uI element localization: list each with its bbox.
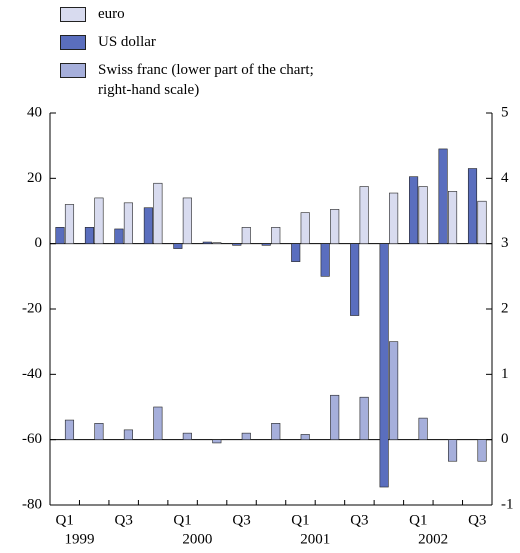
- y-tick-label: 40: [27, 104, 42, 120]
- bar: [467, 168, 478, 244]
- year-label: 2000: [182, 531, 212, 547]
- bar: [477, 200, 487, 244]
- legend-entry: euro: [60, 4, 348, 24]
- bar: [350, 243, 360, 316]
- bar: [153, 406, 163, 440]
- legend-entry: Swiss franc (lower part of the chart; ri…: [60, 60, 348, 100]
- y-tick-label: -60: [22, 431, 42, 447]
- legend-label: Swiss franc (lower part of the chart; ri…: [98, 62, 314, 98]
- x-tick-label: Q1: [291, 512, 309, 528]
- y-tick-label: 20: [27, 170, 42, 186]
- x-tick-label: Q1: [173, 512, 191, 528]
- bar: [389, 192, 399, 244]
- bar: [320, 243, 330, 277]
- x-tick-label: Q3: [468, 512, 486, 528]
- bar: [409, 176, 419, 244]
- bar: [300, 212, 310, 244]
- bar: [447, 191, 458, 244]
- legend-swatch: [60, 35, 86, 50]
- y-tick-label: -20: [22, 300, 42, 316]
- y-tick-label: 0: [35, 235, 43, 251]
- bar: [202, 241, 212, 244]
- bar: [418, 417, 428, 440]
- bar: [271, 227, 281, 244]
- bar: [153, 182, 163, 244]
- bar: [330, 394, 340, 440]
- bar: [123, 429, 133, 440]
- legend-entry: US dollar: [60, 32, 348, 52]
- y2-tick-label: 2: [501, 300, 509, 316]
- bar: [114, 228, 124, 244]
- x-tick-label: Q1: [56, 512, 74, 528]
- year-label: 2002: [418, 531, 448, 547]
- bar: [447, 439, 458, 462]
- bar: [143, 207, 153, 244]
- legend-label: euro: [98, 6, 125, 22]
- bar: [330, 209, 340, 244]
- x-tick-label: Q3: [350, 512, 368, 528]
- bar: [241, 227, 251, 244]
- y-tick-label: -40: [22, 366, 42, 382]
- y2-tick-label: -1: [501, 496, 514, 512]
- bar: [182, 197, 192, 244]
- bar: [379, 243, 389, 488]
- year-label: 1999: [64, 531, 94, 547]
- bar: [477, 439, 487, 462]
- bar: [212, 439, 222, 444]
- legend-label: US dollar: [98, 34, 156, 50]
- y2-tick-label: 5: [501, 104, 509, 120]
- legend: euro US dollar Swiss franc (lower part of …: [60, 4, 348, 108]
- year-label: 2001: [300, 531, 330, 547]
- bar: [271, 423, 281, 440]
- bar: [212, 242, 222, 244]
- bar: [261, 243, 271, 246]
- y2-tick-label: 1: [501, 366, 509, 382]
- legend-swatch: [60, 63, 86, 78]
- x-tick-label: Q1: [409, 512, 427, 528]
- legend-swatch: [60, 7, 86, 22]
- bar: [182, 432, 192, 440]
- x-tick-label: Q3: [114, 512, 132, 528]
- bar: [359, 186, 369, 244]
- bar: [55, 227, 65, 244]
- y2-tick-label: 3: [501, 235, 509, 251]
- bar: [173, 243, 183, 249]
- bar: [241, 432, 251, 440]
- bar: [389, 341, 399, 440]
- bar: [84, 227, 94, 244]
- bar: [123, 202, 133, 244]
- bar: [64, 419, 75, 440]
- y-tick-label: -80: [22, 496, 42, 512]
- bar: [418, 186, 428, 244]
- bar: [291, 243, 301, 262]
- bar: [232, 243, 242, 246]
- x-tick-label: Q3: [232, 512, 250, 528]
- bar: [359, 396, 369, 440]
- bar: [94, 423, 104, 440]
- y2-tick-label: 4: [501, 170, 509, 186]
- bar: [64, 204, 75, 244]
- bar: [438, 148, 448, 244]
- bar: [300, 434, 310, 440]
- bar: [94, 197, 104, 244]
- y2-tick-label: 0: [501, 431, 509, 447]
